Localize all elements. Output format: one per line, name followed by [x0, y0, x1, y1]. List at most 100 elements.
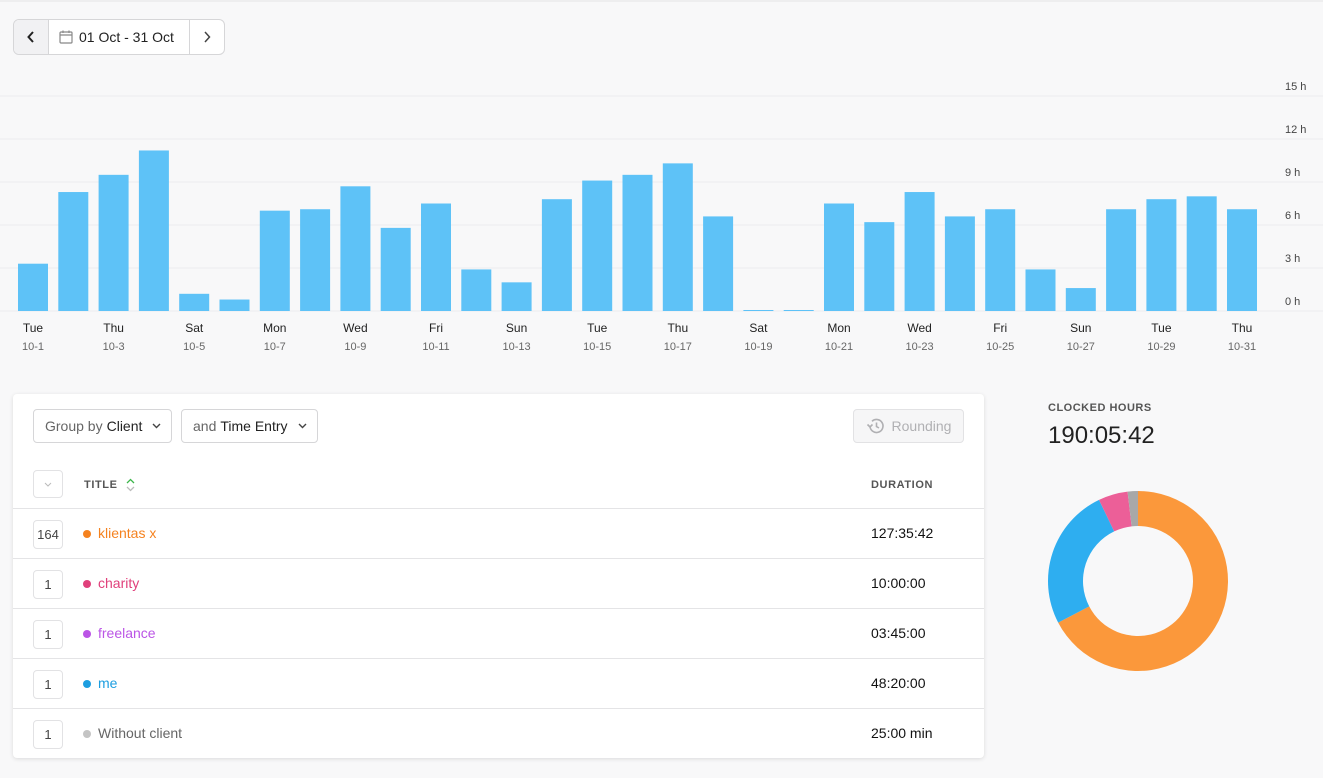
bar[interactable] — [501, 282, 532, 311]
duration-value: 48:20:00 — [871, 675, 926, 691]
expand-all-button[interactable] — [33, 470, 63, 498]
bar[interactable] — [461, 269, 492, 311]
table-row[interactable]: 1 Without client 25:00 min — [13, 709, 984, 759]
rounding-button[interactable]: Rounding — [853, 409, 964, 443]
chevron-down-icon — [152, 423, 161, 429]
report-table-card: Group by Client and Time Entry Rounding … — [13, 394, 984, 758]
x-date-label: 10-21 — [825, 341, 853, 353]
bar[interactable] — [1186, 196, 1217, 311]
bar[interactable] — [219, 299, 250, 311]
bar[interactable] — [541, 199, 572, 311]
x-date-label: 10-25 — [986, 341, 1014, 353]
x-weekday-label: Tue — [587, 321, 608, 335]
bar[interactable] — [622, 174, 653, 311]
entry-count[interactable]: 1 — [33, 620, 63, 649]
client-name: Without client — [98, 725, 183, 741]
entry-count[interactable]: 1 — [33, 670, 63, 699]
bar[interactable] — [58, 192, 89, 311]
top-divider — [0, 0, 1323, 2]
x-weekday-label: Thu — [1232, 321, 1253, 335]
group-by-dropdown[interactable]: Group by Client — [33, 409, 173, 443]
x-date-label: 10-27 — [1067, 341, 1095, 353]
entry-count[interactable]: 164 — [33, 520, 63, 549]
subgroup-dropdown[interactable]: and Time Entry — [181, 409, 318, 443]
bar[interactable] — [98, 174, 129, 311]
daily-hours-chart: 0 h 3 h 6 h 9 h 12 h 15 h Tue 10-1 Thu 10-3 Sat 10-… — [0, 81, 1323, 353]
entry-count[interactable]: 1 — [33, 570, 63, 599]
chevron-down-icon — [298, 423, 307, 429]
duration-value: 03:45:00 — [871, 625, 926, 641]
x-date-label: 10-17 — [664, 341, 692, 353]
bar[interactable] — [904, 192, 935, 311]
bar[interactable] — [864, 222, 895, 311]
client-name: charity — [98, 575, 140, 591]
bar[interactable] — [662, 163, 693, 311]
title-column-label: TITLE — [84, 479, 118, 491]
date-range-picker[interactable]: 01 Oct - 31 Oct — [49, 20, 189, 54]
bar[interactable] — [340, 186, 371, 311]
x-weekday-label: Wed — [343, 321, 367, 335]
x-weekday-label: Sun — [1070, 321, 1091, 335]
bar[interactable] — [259, 210, 290, 311]
x-date-label: 10-23 — [906, 341, 934, 353]
donut-segment[interactable] — [1099, 491, 1132, 532]
donut-segment[interactable] — [1058, 491, 1228, 671]
bar[interactable] — [1025, 269, 1056, 311]
x-date-label: 10-5 — [183, 341, 205, 353]
y-tick-label: 9 h — [1285, 167, 1300, 179]
x-date-label: 10-11 — [422, 341, 449, 353]
bar[interactable] — [582, 180, 613, 311]
bar[interactable] — [743, 310, 774, 311]
x-date-label: 10-1 — [22, 341, 44, 353]
bar[interactable] — [985, 209, 1016, 311]
date-range-navigator: 01 Oct - 31 Oct — [13, 19, 225, 55]
duration-column-header[interactable]: DURATION — [871, 479, 934, 491]
bar[interactable] — [824, 203, 854, 312]
table-row[interactable]: 164 klientas x 127:35:42 — [13, 509, 984, 559]
table-row[interactable]: 1 me 48:20:00 — [13, 659, 984, 709]
table-row[interactable]: 1 freelance 03:45:00 — [13, 609, 984, 659]
bar[interactable] — [1227, 209, 1257, 311]
next-period-button[interactable] — [188, 20, 224, 54]
client-color-dot — [83, 530, 91, 538]
sort-icon — [126, 478, 135, 492]
group-by-value: Client — [106, 418, 143, 434]
y-tick-label: 15 h — [1285, 81, 1306, 93]
chevron-down-icon — [44, 482, 52, 487]
bar[interactable] — [783, 310, 814, 311]
bar[interactable] — [1065, 288, 1096, 311]
donut-segment[interactable] — [1048, 499, 1115, 623]
bar[interactable] — [421, 203, 451, 312]
duration-value: 127:35:42 — [871, 525, 934, 541]
client-name: freelance — [98, 625, 156, 641]
bar[interactable] — [944, 216, 975, 311]
x-weekday-label: Thu — [667, 321, 688, 335]
x-date-label: 10-29 — [1147, 341, 1175, 353]
subgroup-prefix: and — [193, 418, 217, 434]
calendar-icon — [59, 30, 73, 44]
x-weekday-label: Fri — [429, 321, 443, 335]
donut-segment[interactable] — [1127, 491, 1138, 527]
subgroup-value: Time Entry — [220, 418, 288, 434]
x-weekday-label: Sun — [506, 321, 527, 335]
bar[interactable] — [179, 293, 210, 311]
table-row[interactable]: 1 charity 10:00:00 — [13, 559, 984, 609]
x-weekday-label: Wed — [907, 321, 931, 335]
title-column-header[interactable]: TITLE — [84, 478, 135, 492]
client-color-dot — [83, 630, 91, 638]
history-icon — [866, 416, 886, 436]
bar[interactable] — [380, 227, 411, 311]
x-weekday-label: Sat — [185, 321, 204, 335]
bar[interactable] — [18, 263, 48, 311]
table-header: TITLE DURATION — [13, 469, 984, 509]
client-name: me — [98, 675, 118, 691]
bar[interactable] — [300, 209, 331, 311]
bar[interactable] — [1146, 199, 1177, 311]
bar[interactable] — [138, 150, 169, 311]
group-by-prefix: Group by — [45, 418, 103, 434]
entry-count[interactable]: 1 — [33, 720, 63, 749]
previous-period-button[interactable] — [14, 20, 49, 54]
bar[interactable] — [703, 216, 734, 311]
x-date-label: 10-13 — [503, 341, 531, 353]
bar[interactable] — [1106, 209, 1137, 311]
